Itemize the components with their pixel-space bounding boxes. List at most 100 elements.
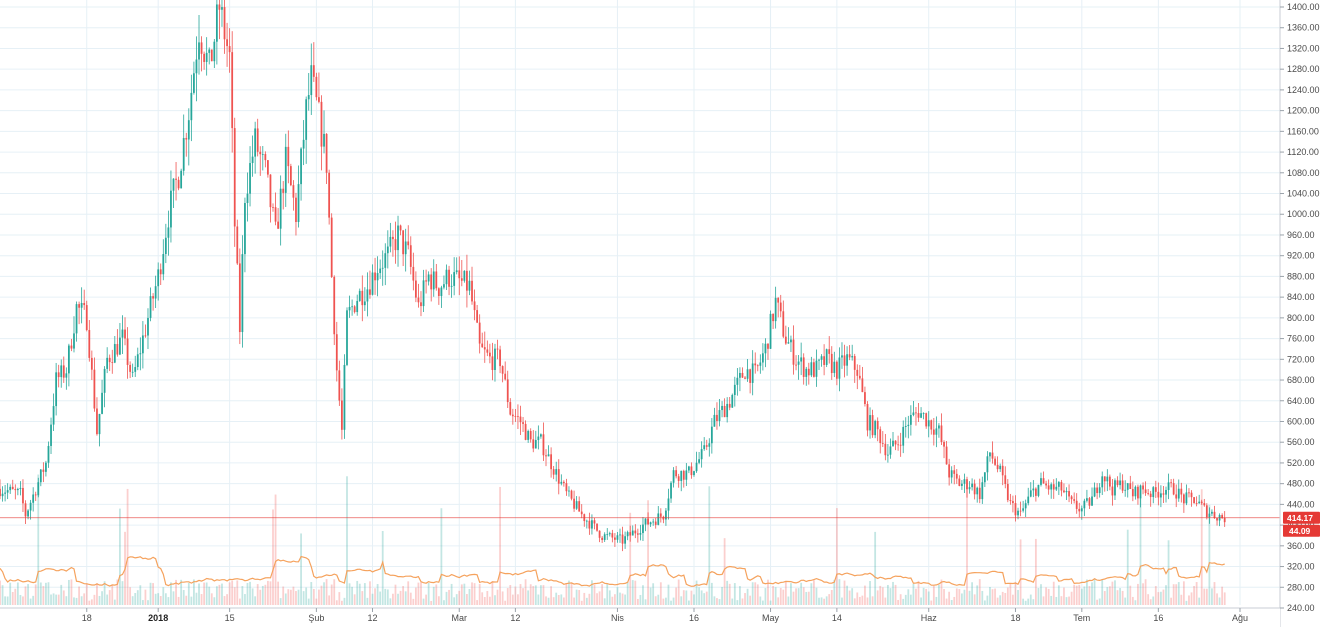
candle-body xyxy=(103,368,106,393)
volume-bar xyxy=(807,591,810,605)
candle-body xyxy=(792,339,795,365)
candle-body xyxy=(330,217,333,277)
candle-body xyxy=(1203,503,1206,506)
candle-body xyxy=(999,465,1002,470)
price-tick-label: 600.00 xyxy=(1287,416,1315,426)
time-tick-label: 2018 xyxy=(148,613,168,623)
volume-bar xyxy=(1124,597,1127,605)
candle-body xyxy=(205,52,208,62)
candle-body xyxy=(353,306,356,313)
candle-body xyxy=(887,454,889,456)
candle-body xyxy=(869,415,871,431)
volume-bar xyxy=(881,587,884,605)
volume-bar xyxy=(846,585,848,605)
candle-body xyxy=(971,483,973,488)
volume-bar xyxy=(1208,504,1211,605)
candle-body xyxy=(379,268,382,274)
time-axis[interactable]: 18 2018 15 Şub 12 Mar 12 Nis 16 May 14 Haz 18 Tem 16 Ağ… xyxy=(0,607,1280,627)
volume-bar xyxy=(1190,592,1193,605)
candle-body xyxy=(1040,478,1042,485)
candle-body xyxy=(1032,488,1035,491)
volume-bar xyxy=(42,586,45,605)
volume-bar xyxy=(1200,489,1203,605)
candle-body xyxy=(925,413,928,427)
volume-bar xyxy=(16,582,19,605)
volume-bar xyxy=(659,582,662,605)
volume-bar xyxy=(1116,590,1119,605)
candle-body xyxy=(57,372,60,378)
volume-bar xyxy=(932,585,935,605)
candle-body xyxy=(950,470,953,478)
candle-body xyxy=(37,482,40,496)
volume-bar xyxy=(593,584,596,605)
candle-body xyxy=(343,364,346,430)
volume-bar xyxy=(1103,591,1106,605)
candle-body xyxy=(1101,476,1104,488)
volume-bar xyxy=(767,579,769,605)
volume-bar xyxy=(687,600,690,605)
volume-bar xyxy=(1083,586,1086,605)
volume-bar xyxy=(348,583,351,605)
candle-body xyxy=(136,354,139,368)
volume-bar xyxy=(830,589,833,605)
candle-body xyxy=(519,416,522,423)
volume-bar xyxy=(310,582,313,605)
volume-bar xyxy=(968,590,971,605)
candle-body xyxy=(363,301,366,306)
candle-body xyxy=(394,239,397,251)
candle-body xyxy=(943,441,945,447)
volume-bar xyxy=(848,590,851,605)
candle-body xyxy=(90,357,93,370)
candle-body xyxy=(1047,485,1050,490)
volume-bar xyxy=(777,597,780,605)
volume-bar xyxy=(80,596,83,605)
candle-body xyxy=(828,349,831,354)
candle-body xyxy=(83,302,86,306)
volume-bar xyxy=(226,594,228,605)
candles[interactable] xyxy=(0,0,1226,552)
candle-body xyxy=(649,522,652,525)
candle-body xyxy=(366,289,369,302)
candle-body xyxy=(1019,510,1022,512)
candle-body xyxy=(983,472,986,483)
candle-body xyxy=(238,263,241,333)
volume-bar xyxy=(731,598,734,605)
volume-bar xyxy=(381,530,384,605)
volume-bar xyxy=(1032,599,1035,605)
candle-body xyxy=(1042,478,1045,484)
candle-body xyxy=(116,344,119,355)
volume-bar xyxy=(193,579,195,605)
volume-bar xyxy=(353,594,356,605)
volume-bar xyxy=(463,583,466,605)
volume-bar xyxy=(756,584,759,605)
candle-body xyxy=(164,237,167,255)
volume-bar xyxy=(39,582,42,605)
candle-body xyxy=(78,304,80,308)
volume-bar xyxy=(361,591,364,605)
volume-bar xyxy=(961,593,963,605)
volume-bar xyxy=(1012,594,1014,605)
volume-bar xyxy=(78,586,80,605)
volume-bar xyxy=(366,597,369,605)
volume-bar xyxy=(392,593,394,605)
volume-bar xyxy=(560,594,563,605)
volume-bar xyxy=(665,597,667,605)
volume-bar xyxy=(820,597,823,605)
candle-body xyxy=(705,445,708,447)
volume-bar xyxy=(356,580,359,605)
volume-bar xyxy=(246,582,249,605)
volume-bar xyxy=(902,598,905,605)
candle-body xyxy=(246,193,249,203)
volume-bar xyxy=(1106,587,1109,605)
candle-body xyxy=(1001,465,1004,476)
volume-bar xyxy=(422,598,425,605)
volume-bar xyxy=(223,596,226,605)
candle-body xyxy=(450,285,453,287)
candle-body xyxy=(639,533,642,535)
volume-bar xyxy=(1218,597,1221,605)
volume-bar xyxy=(1170,597,1173,605)
price-axis[interactable]: 240.00280.00320.00360.00400.00440.00480.… xyxy=(1279,0,1320,627)
candle-body xyxy=(841,355,843,358)
volume-bar xyxy=(524,579,527,605)
